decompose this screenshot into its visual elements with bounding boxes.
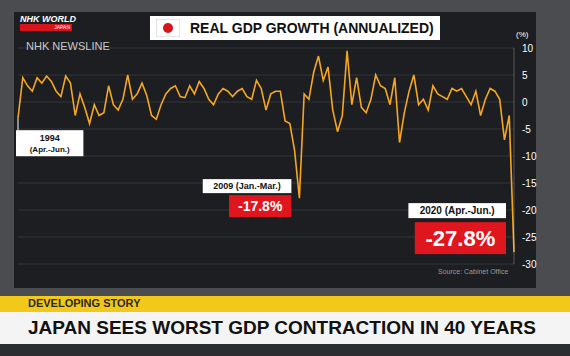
html-text:JAPAN SEES WORST GDP CONTRACTI: JAPAN SEES WORST GDP CONTRACTION IN 40 Y… [28,317,536,338]
svg-text:-30: -30 [522,259,537,270]
svg-text:5: 5 [522,70,528,81]
html-text:DEVELOPING STORY: DEVELOPING STORY [28,297,141,309]
svg-text:-20: -20 [522,205,537,216]
svg-text:(Apr.-Jun.): (Apr.-Jun.) [30,145,70,154]
svg-text:-15: -15 [522,178,537,189]
html-text:NHK WORLD: NHK WORLD [20,14,76,24]
svg-text:1994: 1994 [40,133,60,143]
svg-text:-10: -10 [522,151,537,162]
html-text:NHK NEWSLINE: NHK NEWSLINE [26,40,110,52]
svg-text:2020 (Apr.-Jun.): 2020 (Apr.-Jun.) [420,205,495,216]
html-text:REAL GDP GROWTH (ANNUALIZED): REAL GDP GROWTH (ANNUALIZED) [190,20,434,36]
html-text:JAPAN: JAPAN [54,24,70,30]
svg-text:10: 10 [522,43,534,54]
html-text:Source: Cabinet Office: Source: Cabinet Office [438,268,509,275]
svg-text:-25: -25 [522,232,537,243]
svg-text:-17.8%: -17.8% [238,198,283,214]
svg-text:2009 (Jan.-Mar.): 2009 (Jan.-Mar.) [213,181,281,191]
svg-text:-27.8%: -27.8% [426,226,496,251]
svg-text:-5: -5 [522,124,531,135]
svg-text:0: 0 [522,97,528,108]
